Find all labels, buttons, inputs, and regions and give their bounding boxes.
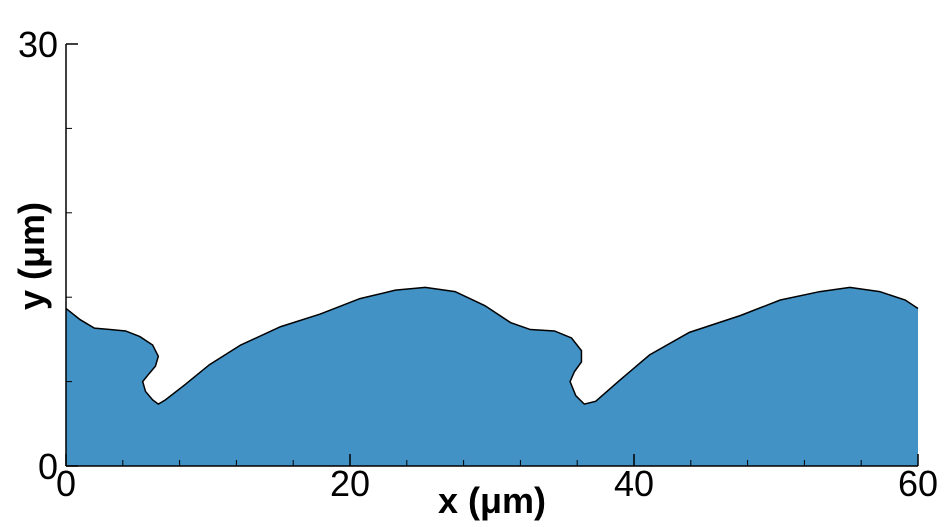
x-tick-label: 0 <box>56 463 76 504</box>
y-tick-label: 30 <box>18 24 58 65</box>
x-tick-label: 60 <box>898 463 938 504</box>
x-tick-label: 20 <box>330 463 370 504</box>
x-tick-label: 40 <box>614 463 654 504</box>
y-tick-label: 0 <box>38 446 58 487</box>
area-fill <box>66 287 918 466</box>
interface-line <box>65 286 919 406</box>
y-axis-label: y (μm) <box>11 202 52 310</box>
x-axis-label: x (μm) <box>438 480 546 521</box>
